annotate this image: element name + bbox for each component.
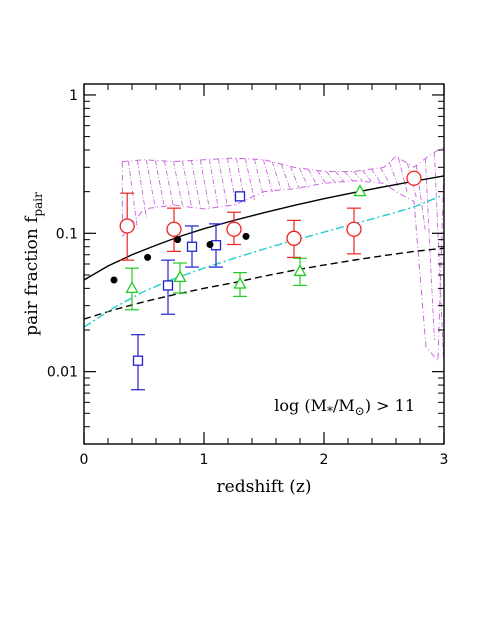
- data-points: [110, 170, 422, 391]
- annotation-prefix: log (M: [274, 396, 327, 415]
- green-triangle-point: [125, 281, 139, 294]
- axis-ticks: 0 1 2 3 0.01 0.1 1: [47, 84, 449, 468]
- red-circle-point: [286, 230, 302, 246]
- band-hatch: [271, 161, 282, 191]
- band-lower-edge: [122, 167, 444, 362]
- band-hatch: [442, 147, 444, 153]
- x-tick-label: 0: [80, 452, 89, 468]
- band-hatch: [326, 171, 336, 184]
- band-hatch: [344, 171, 354, 182]
- band-hatch: [388, 162, 399, 188]
- band-hatch: [244, 158, 255, 201]
- red-circle-point: [166, 221, 182, 237]
- y-tick-label: 1: [69, 88, 78, 104]
- model-curves: [84, 175, 444, 328]
- black-filled-point: [110, 276, 118, 284]
- band-hatch: [145, 159, 156, 209]
- band-hatch: [317, 170, 327, 185]
- band-hatch: [208, 159, 219, 209]
- x-tick-label: 2: [320, 452, 329, 468]
- band-hatch: [172, 161, 183, 206]
- dashed-model-curve: [84, 247, 444, 320]
- x-axis-label: redshift (z): [217, 477, 312, 497]
- y-tick-label: 0.01: [47, 365, 78, 381]
- band-hatch: [235, 158, 246, 205]
- band-upper-edge: [122, 146, 444, 172]
- black-filled-point: [144, 253, 152, 261]
- band-hatch: [217, 158, 228, 208]
- annotation-sub1: *: [327, 404, 333, 418]
- band-hatch: [371, 168, 381, 183]
- red-circle-point: [346, 221, 362, 237]
- band-hatch: [181, 160, 192, 207]
- band-hatch: [280, 163, 291, 191]
- black-filled-point: [174, 236, 182, 244]
- band-hatch: [335, 171, 345, 183]
- red-circle-point: [119, 218, 135, 234]
- blue-square-point: [132, 355, 144, 366]
- dashdot-model-curve: [84, 194, 444, 328]
- y-tick-label: 0.1: [56, 226, 78, 242]
- annotation-suffix: ) > 11: [365, 396, 415, 415]
- band-hatch: [253, 159, 264, 197]
- solid-model-curve: [84, 175, 444, 281]
- band-hatch: [262, 159, 273, 193]
- band-hatch: [199, 159, 210, 209]
- model-band: [121, 146, 444, 362]
- band-hatch: [163, 160, 174, 207]
- band-hatch: [289, 166, 300, 190]
- y-axis-label-main: pair fraction f: [22, 215, 42, 336]
- y-axis-label-subscript: pair: [31, 192, 45, 217]
- band-hatch: [298, 167, 309, 188]
- band-hatch: [154, 160, 165, 208]
- band-hatch: [397, 157, 408, 194]
- band-hatch: [362, 169, 372, 182]
- green-triangle-point: [233, 276, 247, 289]
- black-filled-point: [242, 232, 250, 240]
- green-triangle-point: [293, 264, 307, 277]
- y-axis-label: pair fraction fpair: [22, 192, 45, 336]
- red-circle-point: [226, 221, 242, 237]
- band-hatch: [380, 167, 390, 184]
- x-tick-label: 1: [200, 452, 209, 468]
- mass-cut-annotation: log (M*/M⊙) > 11: [274, 396, 415, 418]
- band-hatch: [353, 171, 363, 182]
- x-tick-label: 3: [440, 452, 449, 468]
- annotation-sub2: ⊙: [355, 404, 365, 418]
- annotation-mid: /M: [333, 396, 355, 415]
- green-triangle-point: [353, 184, 367, 197]
- blue-square-point: [186, 241, 198, 252]
- black-filled-point: [206, 241, 214, 249]
- blue-square-point: [162, 280, 174, 291]
- band-hatch: [308, 169, 318, 187]
- band-hatch: [127, 161, 138, 229]
- red-circle-point: [406, 170, 422, 186]
- blue-square-point: [234, 191, 246, 202]
- green-triangle-point: [173, 270, 187, 283]
- band-hatch: [190, 160, 201, 208]
